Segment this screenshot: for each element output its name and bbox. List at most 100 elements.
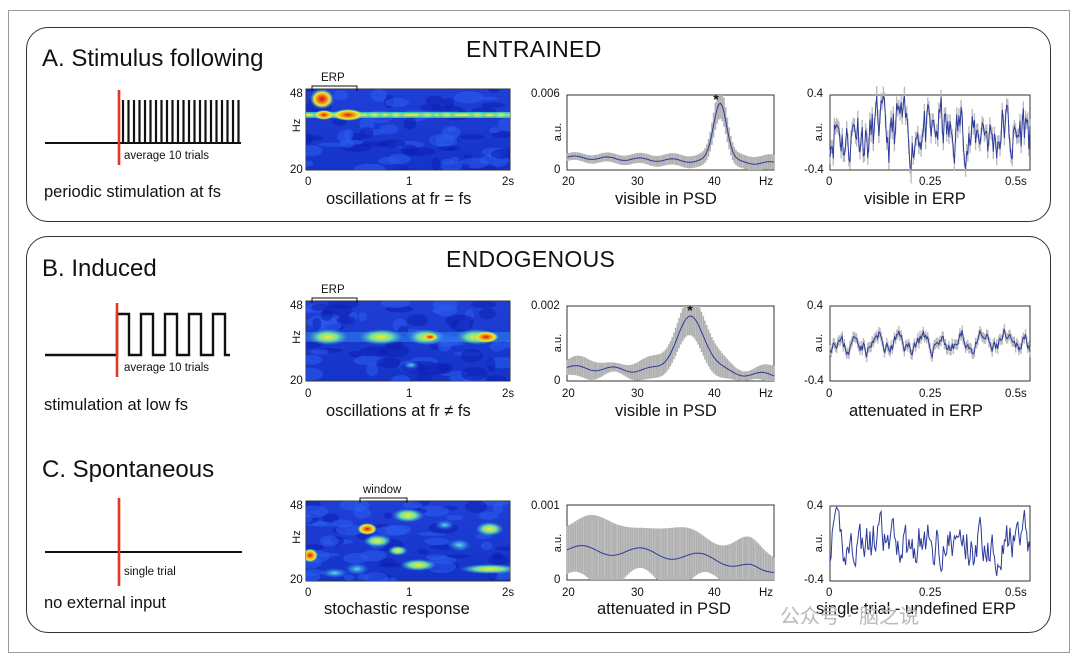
panel-a-box [26,27,1051,222]
panel-c-spec-ybottom: 20 [290,574,303,586]
spectrogram-content [306,89,510,170]
spectrogram-texture [495,546,510,551]
panel-b-psd-x2: 40 [708,388,721,400]
panel-a-spec-ytop: 48 [290,88,303,100]
spectrogram-texture [306,308,312,314]
panel-b-spec-ybottom: 20 [290,375,303,387]
panel-a-psd-x3: Hz [759,176,774,188]
panel-b-erp-caption: attenuated in ERP [849,402,983,420]
panel-c-title: C. Spontaneous [42,456,215,483]
spectrogram-texture [379,124,399,135]
spectrogram-texture [416,371,432,381]
stim-b-square-wave [45,312,230,357]
panel-b-psd-x3: Hz [759,388,774,400]
watermark: 公众号 · 脑之说 [780,604,920,628]
panel-b-stim-note: average 10 trials [124,362,210,374]
spectrogram-texture [360,127,374,139]
spectrogram-texture [311,303,328,312]
spectrogram-texture [458,134,485,140]
panel-c-spec-x0: 0 [305,587,312,599]
panel-a-psd-x2: 40 [708,176,721,188]
spectrogram-a: Hz [291,88,511,171]
spectrogram-spot [400,559,437,571]
spectrogram-texture [306,569,325,576]
erp-b-yunit: a.u. [813,334,825,352]
panel-c-erp-x0: 0 [826,587,833,599]
panel-c-psd-ytop: 0.001 [531,500,560,512]
spectrogram-band-core [306,113,510,117]
spectrogram-band-peak [332,108,364,121]
spectrogram-texture [487,357,496,372]
spectrogram-texture [481,102,506,108]
erp-b-trace [829,328,1031,359]
spectrogram-texture [379,344,409,358]
spectrogram-texture [343,574,355,581]
spectrogram-band-hotspot [467,111,488,119]
spectrogram-band-hotspot [491,111,510,119]
spectrogram-texture [306,135,324,141]
spectrogram-texture [317,142,348,147]
spectrogram-spot [475,522,504,536]
spectrogram-texture [379,557,397,568]
panel-a-erp-ytop: 0.4 [807,88,823,100]
spectrogram-texture [488,554,510,566]
panel-a-erp-x2: 0.5s [1005,176,1027,188]
panel-a-erp-ybottom: -0.4 [804,164,824,176]
panel-b-psd-x0: 20 [562,388,575,400]
spectrogram-texture [441,161,463,170]
erp-c-trace [829,505,1031,577]
panel-c-psd-x3: Hz [759,587,774,599]
panel-c-erp-ytop: 0.4 [807,500,823,512]
spectrogram-c: Hz [291,500,511,582]
spectrogram-c-window-bracket [359,497,408,503]
spectrogram-spot [306,548,319,563]
spectrogram-texture [443,98,455,109]
spectrogram-texture [401,144,418,157]
panel-c-erp-caption: single trial - undefined ERP [816,600,1016,618]
spectrogram-texture [438,341,452,352]
panel-c-psd-x2: 40 [708,587,721,599]
panel-b-spec-x0: 0 [305,388,312,400]
panel-b-psd-caption: visible in PSD [615,402,717,420]
panel-a-psd-x0: 20 [562,176,575,188]
panel-a-stim-caption: periodic stimulation at fs [44,183,221,201]
panel-c-stim-note: single trial [124,566,176,578]
panel-c-spec-ytop: 48 [290,500,303,512]
spectrogram-texture [312,317,322,331]
panel-b-spec-x1: 1 [406,388,413,400]
psd-b-yunit: a.u. [552,334,564,352]
spectrogram-burst-peak [473,331,499,343]
spectrogram-texture [488,89,500,94]
panel-b-stim-caption: stimulation at low fs [44,396,188,414]
spectrogram-texture [497,117,510,132]
spectrogram-band-hotspot [385,111,406,119]
panel-a-psd-x1: 30 [631,176,644,188]
spectrogram-a-erp-bracket [311,85,358,91]
spectrogram-spot [345,563,369,575]
panel-b-header: ENDOGENOUS [446,246,616,272]
figure-frame [8,10,1070,653]
spectrogram-content [306,501,510,581]
psd-a-significance-star: * [713,91,719,107]
panel-a-erp-x1: 0.25 [919,176,942,188]
spectrogram-texture [366,363,379,377]
spectrogram-texture [461,367,488,381]
psd-a-yunit: a.u. [552,123,564,141]
spectrogram-texture [431,157,441,170]
spectrogram-spot [387,545,408,556]
spectrogram-texture [437,362,453,374]
panel-a-spec-bracket-label: ERP [321,72,345,84]
spectrogram-texture [306,505,329,518]
panel-b-erp-ybottom: -0.4 [804,375,824,387]
panel-b-psd-ytop: 0.002 [531,300,560,312]
spectrogram-texture [403,116,417,130]
spectrogram-texture [353,163,386,170]
spectrogram-burst-peak [422,333,438,341]
spectrogram-spot [434,520,455,530]
spectrogram-spot [357,523,378,535]
panel-b-erp-x2: 0.5s [1005,388,1027,400]
spectrogram-texture [357,573,370,580]
spectrogram-texture [464,501,488,513]
spectrogram-texture [306,367,323,381]
